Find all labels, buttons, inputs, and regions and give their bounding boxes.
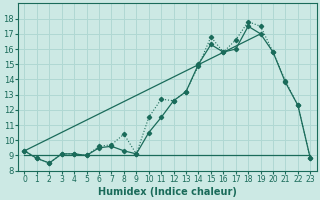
X-axis label: Humidex (Indice chaleur): Humidex (Indice chaleur) bbox=[98, 187, 237, 197]
